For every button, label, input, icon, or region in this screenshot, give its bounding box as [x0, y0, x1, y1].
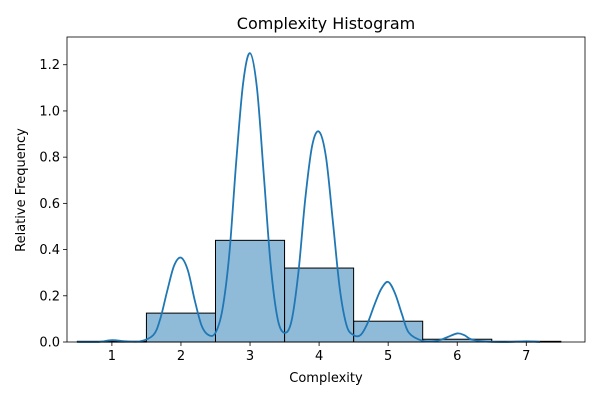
y-tick-label: 1.2 — [39, 58, 60, 73]
y-tick-label: 1.0 — [39, 104, 60, 119]
y-axis-ticks: 0.0 0.2 0.4 0.6 0.8 1.0 1.2 — [39, 58, 67, 351]
x-axis-label: Complexity — [289, 371, 363, 386]
y-tick-label: 0.2 — [39, 289, 60, 304]
y-tick-label: 0.6 — [39, 197, 60, 212]
chart-title: Complexity Histogram — [237, 14, 415, 33]
plot-area-frame — [66, 36, 586, 343]
kde-line — [77, 52, 541, 343]
y-tick-label: 0.4 — [39, 243, 60, 258]
y-tick-label: 0.0 — [39, 336, 60, 351]
x-tick-label: 4 — [315, 349, 323, 364]
x-tick-label: 2 — [177, 349, 185, 364]
x-axis-ticks: 1 2 3 4 5 6 7 — [108, 342, 530, 364]
x-tick-label: 6 — [453, 349, 461, 364]
x-tick-label: 5 — [384, 349, 392, 364]
y-axis-label: Relative Frequency — [14, 128, 29, 252]
y-tick-label: 0.8 — [39, 151, 60, 166]
x-tick-label: 7 — [522, 349, 530, 364]
x-tick-label: 3 — [246, 349, 254, 364]
x-tick-label: 1 — [108, 349, 116, 364]
